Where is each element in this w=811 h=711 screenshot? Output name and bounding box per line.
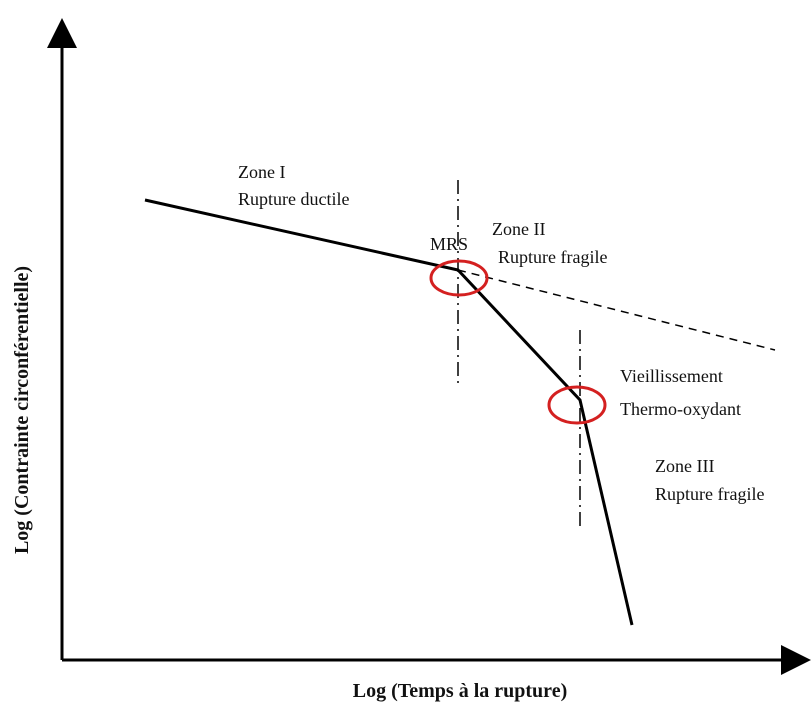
zone-name: Zone I <box>238 162 285 182</box>
transition-marker <box>547 385 607 425</box>
x-axis-arrow <box>781 645 811 675</box>
extrapolation-line <box>457 269 776 351</box>
transition-marker <box>429 259 489 297</box>
zone-name: Zone II <box>492 219 545 239</box>
mrs-label: MRS <box>430 234 468 254</box>
y-axis-arrow <box>47 18 77 48</box>
zone-description: Rupture ductile <box>238 189 349 209</box>
y-axis-label: Log (Contrainte circonférentielle) <box>11 266 33 554</box>
aging-label: Thermo-oxydant <box>620 399 741 419</box>
zone-description: Rupture fragile <box>655 484 764 504</box>
zone-name: Zone III <box>655 456 714 476</box>
aging-label: Vieillissement <box>620 366 723 386</box>
x-axis-label: Log (Temps à la rupture) <box>353 680 567 702</box>
zone-description: Rupture fragile <box>498 247 607 267</box>
stress-curve <box>144 198 634 626</box>
